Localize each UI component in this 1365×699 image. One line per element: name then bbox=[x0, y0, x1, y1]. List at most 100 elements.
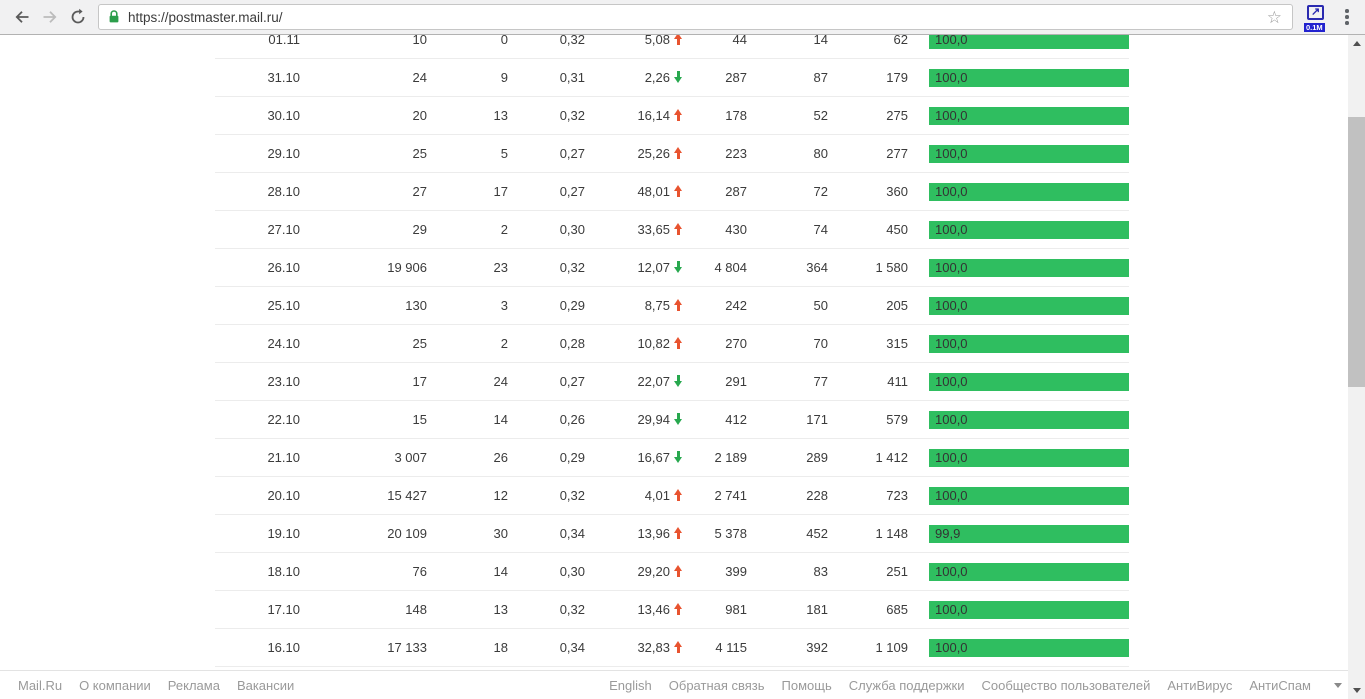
bar-track: 100,0 bbox=[929, 600, 1129, 619]
cell-value: 10 bbox=[412, 35, 427, 47]
reload-button[interactable] bbox=[64, 3, 92, 31]
footer-link[interactable]: АнтиСпам bbox=[1249, 677, 1311, 693]
trend-down-arrow-icon bbox=[674, 375, 683, 387]
scroll-up-button[interactable] bbox=[1348, 35, 1365, 52]
triangle-up-icon bbox=[1352, 41, 1361, 46]
back-arrow-icon bbox=[15, 11, 29, 23]
footer: Mail.Ru О компании Реклама Вакансии English… bbox=[0, 670, 1348, 699]
cell-trend: 10,82 bbox=[585, 336, 683, 351]
cell-value: 13 bbox=[493, 602, 508, 617]
delivered-bar: 100,0 bbox=[929, 68, 1129, 87]
footer-link[interactable]: Вакансии bbox=[236, 677, 295, 693]
trend-down-arrow-icon bbox=[674, 71, 683, 83]
cell-bar: 100,0 bbox=[908, 182, 1129, 201]
footer-link[interactable]: Обратная связь bbox=[668, 677, 765, 693]
reload-icon bbox=[71, 8, 85, 24]
delivered-bar: 100,0 bbox=[929, 372, 1129, 391]
forward-arrow-icon bbox=[43, 11, 57, 23]
cell-value: 0,28 bbox=[559, 336, 585, 351]
cell-value: 1 109 bbox=[875, 640, 908, 655]
cell-value: 270 bbox=[725, 336, 747, 351]
delivered-bar: 99,9 bbox=[929, 524, 1129, 543]
cell-value: 87 bbox=[813, 70, 828, 85]
delivered-bar: 100,0 bbox=[929, 486, 1129, 505]
scrollbar[interactable] bbox=[1348, 35, 1365, 699]
scroll-down-button[interactable] bbox=[1348, 682, 1365, 699]
trend-up-arrow-icon bbox=[674, 489, 683, 501]
cell-value: 411 bbox=[887, 374, 908, 389]
footer-link[interactable]: Помощь bbox=[781, 677, 832, 693]
bookmark-star-icon[interactable]: ☆ bbox=[1266, 7, 1282, 27]
cell-value: 14 bbox=[813, 35, 828, 47]
cell-value: 2 bbox=[500, 336, 508, 351]
footer-link[interactable]: Служба поддержки bbox=[848, 677, 965, 693]
browser-menu-button[interactable] bbox=[1337, 3, 1357, 31]
footer-link[interactable]: О компании bbox=[79, 677, 151, 693]
cell-bar: 100,0 bbox=[908, 106, 1129, 125]
cell-value: 17 bbox=[493, 184, 508, 199]
footer-right-links: English Обратная связь Помощь Служба поддер… bbox=[609, 678, 1342, 693]
extension-box-icon bbox=[1307, 5, 1324, 20]
cell-value: 287 bbox=[725, 184, 747, 199]
cell-value: 360 bbox=[886, 184, 908, 199]
footer-link[interactable]: Mail.Ru bbox=[18, 677, 63, 693]
cell-value: 315 bbox=[886, 336, 908, 351]
delivered-bar: 100,0 bbox=[929, 296, 1129, 315]
cell-value: 24 bbox=[412, 70, 427, 85]
trend-up-arrow-icon bbox=[674, 185, 683, 197]
similarweb-extension-icon[interactable]: ↗ 0.1M bbox=[1303, 2, 1329, 32]
bar-track: 100,0 bbox=[929, 372, 1129, 391]
cell-value: 74 bbox=[813, 222, 828, 237]
cell-value: 25 bbox=[412, 336, 427, 351]
cell-trend: 29,94 bbox=[585, 412, 683, 427]
delivered-bar: 100,0 bbox=[929, 182, 1129, 201]
bar-track: 100,0 bbox=[929, 448, 1129, 467]
cell-bar: 100,0 bbox=[908, 448, 1129, 467]
cell-trend: 25,26 bbox=[585, 146, 683, 161]
bar-track: 100,0 bbox=[929, 638, 1129, 657]
cell-date: 17.10 bbox=[267, 602, 300, 617]
cell-value: 178 bbox=[725, 108, 747, 123]
trend-down-arrow-icon bbox=[674, 451, 683, 463]
footer-link[interactable]: English bbox=[609, 677, 652, 693]
bar-track: 100,0 bbox=[929, 220, 1129, 239]
cell-value: 399 bbox=[725, 564, 747, 579]
cell-value: 0,26 bbox=[559, 412, 585, 427]
url-text[interactable]: https://postmaster.mail.ru/ bbox=[128, 9, 283, 25]
cell-trend: 2,26 bbox=[585, 70, 683, 85]
browser-toolbar: https://postmaster.mail.ru/ ☆ ↗ 0.1M bbox=[0, 0, 1365, 35]
table-row: 22.10 15 14 0,26 29,94 412 171 579 100,0 bbox=[215, 401, 1129, 439]
cell-value: 2 189 bbox=[714, 450, 747, 465]
forward-button[interactable] bbox=[36, 3, 64, 31]
cell-value: 50 bbox=[813, 298, 828, 313]
cell-value: 20 bbox=[412, 108, 427, 123]
cell-value: 72 bbox=[813, 184, 828, 199]
address-bar[interactable]: https://postmaster.mail.ru/ ☆ bbox=[98, 4, 1293, 30]
cell-value: 287 bbox=[725, 70, 747, 85]
cell-value: 392 bbox=[806, 640, 828, 655]
footer-link[interactable]: АнтиВирус bbox=[1167, 677, 1233, 693]
table-row: 27.10 29 2 0,30 33,65 430 74 450 100,0 bbox=[215, 211, 1129, 249]
cell-date: 25.10 bbox=[267, 298, 300, 313]
triangle-down-icon bbox=[1352, 688, 1361, 693]
cell-value: 52 bbox=[813, 108, 828, 123]
trend-up-arrow-icon bbox=[674, 641, 683, 653]
cell-value: 0,30 bbox=[559, 222, 585, 237]
back-button[interactable] bbox=[8, 3, 36, 31]
table-row: 18.10 76 14 0,30 29,20 399 83 251 100,0 bbox=[215, 553, 1129, 591]
delivered-bar: 100,0 bbox=[929, 638, 1129, 657]
footer-link[interactable]: Реклама bbox=[167, 677, 220, 693]
cell-value: 26 bbox=[493, 450, 508, 465]
cell-value: 171 bbox=[806, 412, 828, 427]
cell-date: 31.10 bbox=[267, 70, 300, 85]
cell-value: 0,32 bbox=[559, 108, 585, 123]
cell-trend: 48,01 bbox=[585, 184, 683, 199]
scrollbar-thumb[interactable] bbox=[1348, 117, 1365, 387]
cell-bar: 100,0 bbox=[908, 334, 1129, 353]
bar-track: 100,0 bbox=[929, 182, 1129, 201]
chevron-down-icon[interactable] bbox=[1334, 682, 1342, 688]
cell-date: 20.10 bbox=[267, 488, 300, 503]
trend-up-arrow-icon bbox=[674, 603, 683, 615]
table-row: 26.10 19 906 23 0,32 12,07 4 804 364 1 580 100,0 bbox=[215, 249, 1129, 287]
footer-link[interactable]: Сообщество пользователей bbox=[981, 677, 1151, 693]
